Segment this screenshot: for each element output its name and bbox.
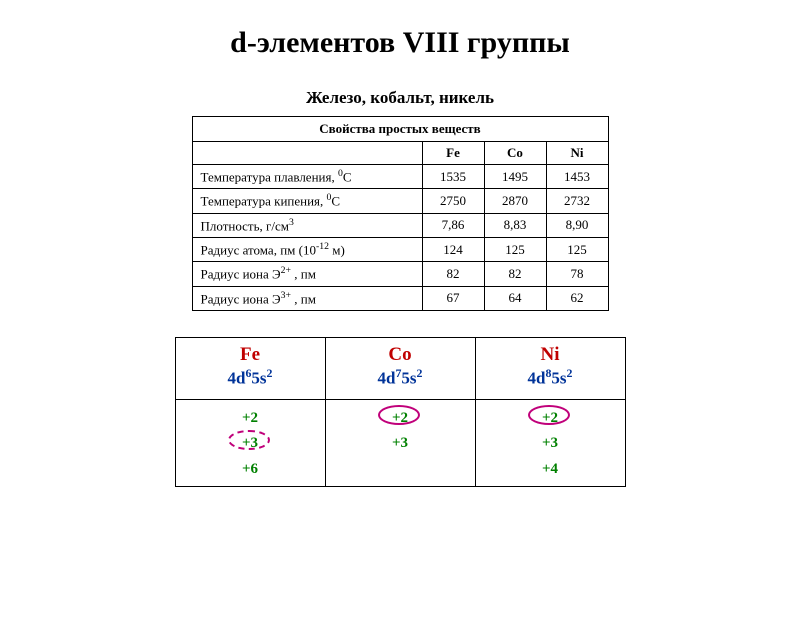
table-row: Плотность, г/см37,868,838,90 — [192, 213, 608, 237]
electron-config: 4d75s2 — [330, 366, 471, 389]
table-row: Радиус иона Э2+ , пм828278 — [192, 262, 608, 286]
property-value: 62 — [546, 286, 608, 310]
configuration-table: Fe4d65s2Co4d75s2Ni4d85s2 +2+3+6+2+3+2+3+… — [175, 337, 626, 488]
oxidation-state: +3 — [480, 431, 621, 457]
property-label: Плотность, г/см3 — [192, 213, 422, 237]
oxidation-state: +2 — [480, 406, 621, 432]
property-value: 8,83 — [484, 213, 546, 237]
property-value: 125 — [484, 237, 546, 261]
config-cell-top: Co4d75s2 — [325, 337, 475, 399]
oxidation-state: +2 — [330, 406, 471, 432]
config-cell-top: Ni4d85s2 — [475, 337, 625, 399]
config-cell-bottom: +2+3+4 — [475, 399, 625, 487]
property-value: 82 — [484, 262, 546, 286]
table-row: Радиус иона Э3+ , пм676462 — [192, 286, 608, 310]
oxidation-state: +3 — [330, 431, 471, 457]
property-label: Температура кипения, 0С — [192, 189, 422, 213]
property-value: 82 — [422, 262, 484, 286]
property-value: 2732 — [546, 189, 608, 213]
property-value: 124 — [422, 237, 484, 261]
oxidation-state: +2 — [180, 406, 321, 432]
subtitle: Железо, кобальт, никель — [0, 88, 800, 108]
element-symbol: Co — [330, 344, 471, 366]
element-symbol: Ni — [480, 344, 621, 366]
config-cell-bottom: +2+3+6 — [175, 399, 325, 487]
property-label: Радиус атома, пм (10-12 м) — [192, 237, 422, 261]
property-label: Радиус иона Э3+ , пм — [192, 286, 422, 310]
column-header: Ni — [546, 142, 608, 165]
property-value: 1495 — [484, 165, 546, 189]
oxidation-state: +4 — [480, 457, 621, 483]
property-label: Радиус иона Э2+ , пм — [192, 262, 422, 286]
empty-cell — [192, 142, 422, 165]
property-value: 7,86 — [422, 213, 484, 237]
config-cell-top: Fe4d65s2 — [175, 337, 325, 399]
table-row: Радиус атома, пм (10-12 м)124125125 — [192, 237, 608, 261]
config-cell-bottom: +2+3 — [325, 399, 475, 487]
oxidation-state: +6 — [180, 457, 321, 483]
property-value: 1535 — [422, 165, 484, 189]
element-symbol: Fe — [180, 344, 321, 366]
column-header: Fe — [422, 142, 484, 165]
electron-config: 4d85s2 — [480, 366, 621, 389]
electron-config: 4d65s2 — [180, 366, 321, 389]
column-header: Co — [484, 142, 546, 165]
properties-table-columns-row: Fe Co Ni — [192, 142, 608, 165]
table-row: Температура плавления, 0С153514951453 — [192, 165, 608, 189]
property-value: 64 — [484, 286, 546, 310]
properties-table-header: Свойства простых веществ — [192, 117, 608, 142]
property-label: Температура плавления, 0С — [192, 165, 422, 189]
property-value: 125 — [546, 237, 608, 261]
property-value: 78 — [546, 262, 608, 286]
property-value: 2870 — [484, 189, 546, 213]
properties-table: Свойства простых веществ Fe Co Ni Темпер… — [192, 116, 609, 311]
property-value: 2750 — [422, 189, 484, 213]
properties-table-header-row: Свойства простых веществ — [192, 117, 608, 142]
page-title: d-элементов VIII группы — [0, 26, 800, 60]
oxidation-state: +3 — [180, 431, 321, 457]
property-value: 1453 — [546, 165, 608, 189]
property-value: 67 — [422, 286, 484, 310]
table-row: Температура кипения, 0С275028702732 — [192, 189, 608, 213]
property-value: 8,90 — [546, 213, 608, 237]
